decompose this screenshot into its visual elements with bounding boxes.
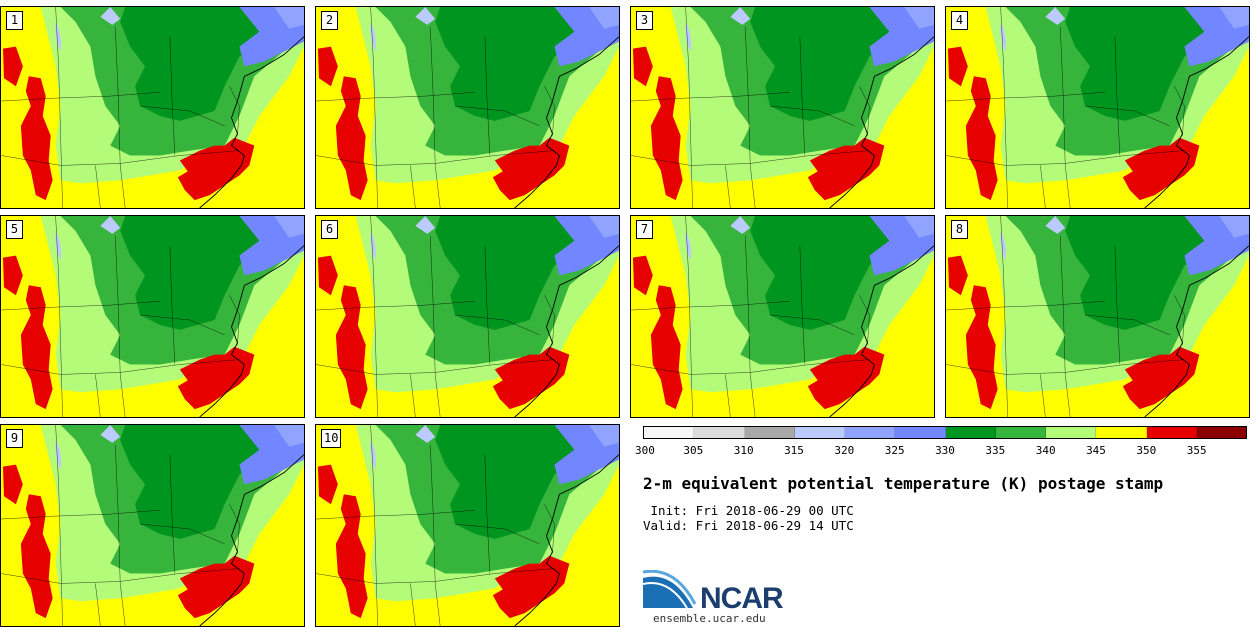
map-field-3 xyxy=(631,7,934,208)
init-time: Init: Fri 2018-06-29 00 UTC xyxy=(643,503,854,518)
colorbar-tick-315: 315 xyxy=(784,444,804,457)
colorbar xyxy=(643,426,1247,439)
map-field-5 xyxy=(1,216,304,417)
map-panel-9: 9 xyxy=(0,424,305,627)
panel-number-7: 7 xyxy=(636,220,653,239)
map-field-6 xyxy=(316,216,619,417)
colorbar-segment-4 xyxy=(845,427,896,438)
panel-number-8: 8 xyxy=(951,220,968,239)
colorbar-segment-10 xyxy=(1146,427,1197,438)
colorbar-tick-320: 320 xyxy=(834,444,855,457)
colorbar-tick-345: 345 xyxy=(1086,444,1106,457)
colorbar-segment-0 xyxy=(644,427,695,438)
map-field-2 xyxy=(316,7,619,208)
colorbar-segment-7 xyxy=(995,427,1046,438)
map-field-4 xyxy=(946,7,1249,208)
colorbar-tick-335: 335 xyxy=(985,444,1006,457)
figure-title: 2-m equivalent potential temperature (K)… xyxy=(643,474,1164,493)
map-panel-6: 6 xyxy=(315,215,620,418)
colorbar-tick-300: 300 xyxy=(635,444,655,457)
colorbar-ticks: 300 305 310 315 320 325 330 335 340 345 350 355 xyxy=(635,444,1247,458)
ncar-logo-text: NCAR xyxy=(700,582,784,615)
colorbar-segment-6 xyxy=(945,427,996,438)
map-panel-1: 1 xyxy=(0,6,305,209)
colorbar-tick-305: 305 xyxy=(683,444,704,457)
colorbar-segment-9 xyxy=(1096,427,1147,438)
colorbar-tick-350: 350 xyxy=(1136,444,1157,457)
colorbar-tick-325: 325 xyxy=(884,444,905,457)
map-panel-7: 7 xyxy=(630,215,935,418)
panel-number-4: 4 xyxy=(951,11,968,30)
colorbar-segment-8 xyxy=(1046,427,1097,438)
panel-number-3: 3 xyxy=(636,11,653,30)
map-field-9 xyxy=(1,425,304,626)
map-panel-3: 3 xyxy=(630,6,935,209)
colorbar-tick-330: 330 xyxy=(935,444,955,457)
colorbar-segment-11 xyxy=(1196,427,1246,438)
colorbar-tick-340: 340 xyxy=(1035,444,1056,457)
panel-number-10: 10 xyxy=(321,429,342,448)
map-field-8 xyxy=(946,216,1249,417)
colorbar-segment-3 xyxy=(794,427,845,438)
map-field-7 xyxy=(631,216,934,417)
panel-number-5: 5 xyxy=(6,220,23,239)
map-panel-8: 8 xyxy=(945,215,1250,418)
site-url[interactable]: ensemble.ucar.edu xyxy=(653,612,766,625)
ncar-logo-icon xyxy=(643,570,697,609)
colorbar-tick-310: 310 xyxy=(733,444,754,457)
map-field-10 xyxy=(316,425,619,626)
colorbar-tick-355: 355 xyxy=(1186,444,1207,457)
panel-number-2: 2 xyxy=(321,11,338,30)
panel-number-6: 6 xyxy=(321,220,338,239)
colorbar-segment-5 xyxy=(895,427,946,438)
panel-number-9: 9 xyxy=(6,429,23,448)
map-field-1 xyxy=(1,7,304,208)
map-panel-4: 4 xyxy=(945,6,1250,209)
colorbar-segment-2 xyxy=(744,427,795,438)
panel-number-1: 1 xyxy=(6,11,23,30)
map-panel-2: 2 xyxy=(315,6,620,209)
map-panel-10: 10 xyxy=(315,424,620,627)
map-panel-5: 5 xyxy=(0,215,305,418)
valid-time: Valid: Fri 2018-06-29 14 UTC xyxy=(643,518,854,533)
colorbar-segment-1 xyxy=(694,427,745,438)
